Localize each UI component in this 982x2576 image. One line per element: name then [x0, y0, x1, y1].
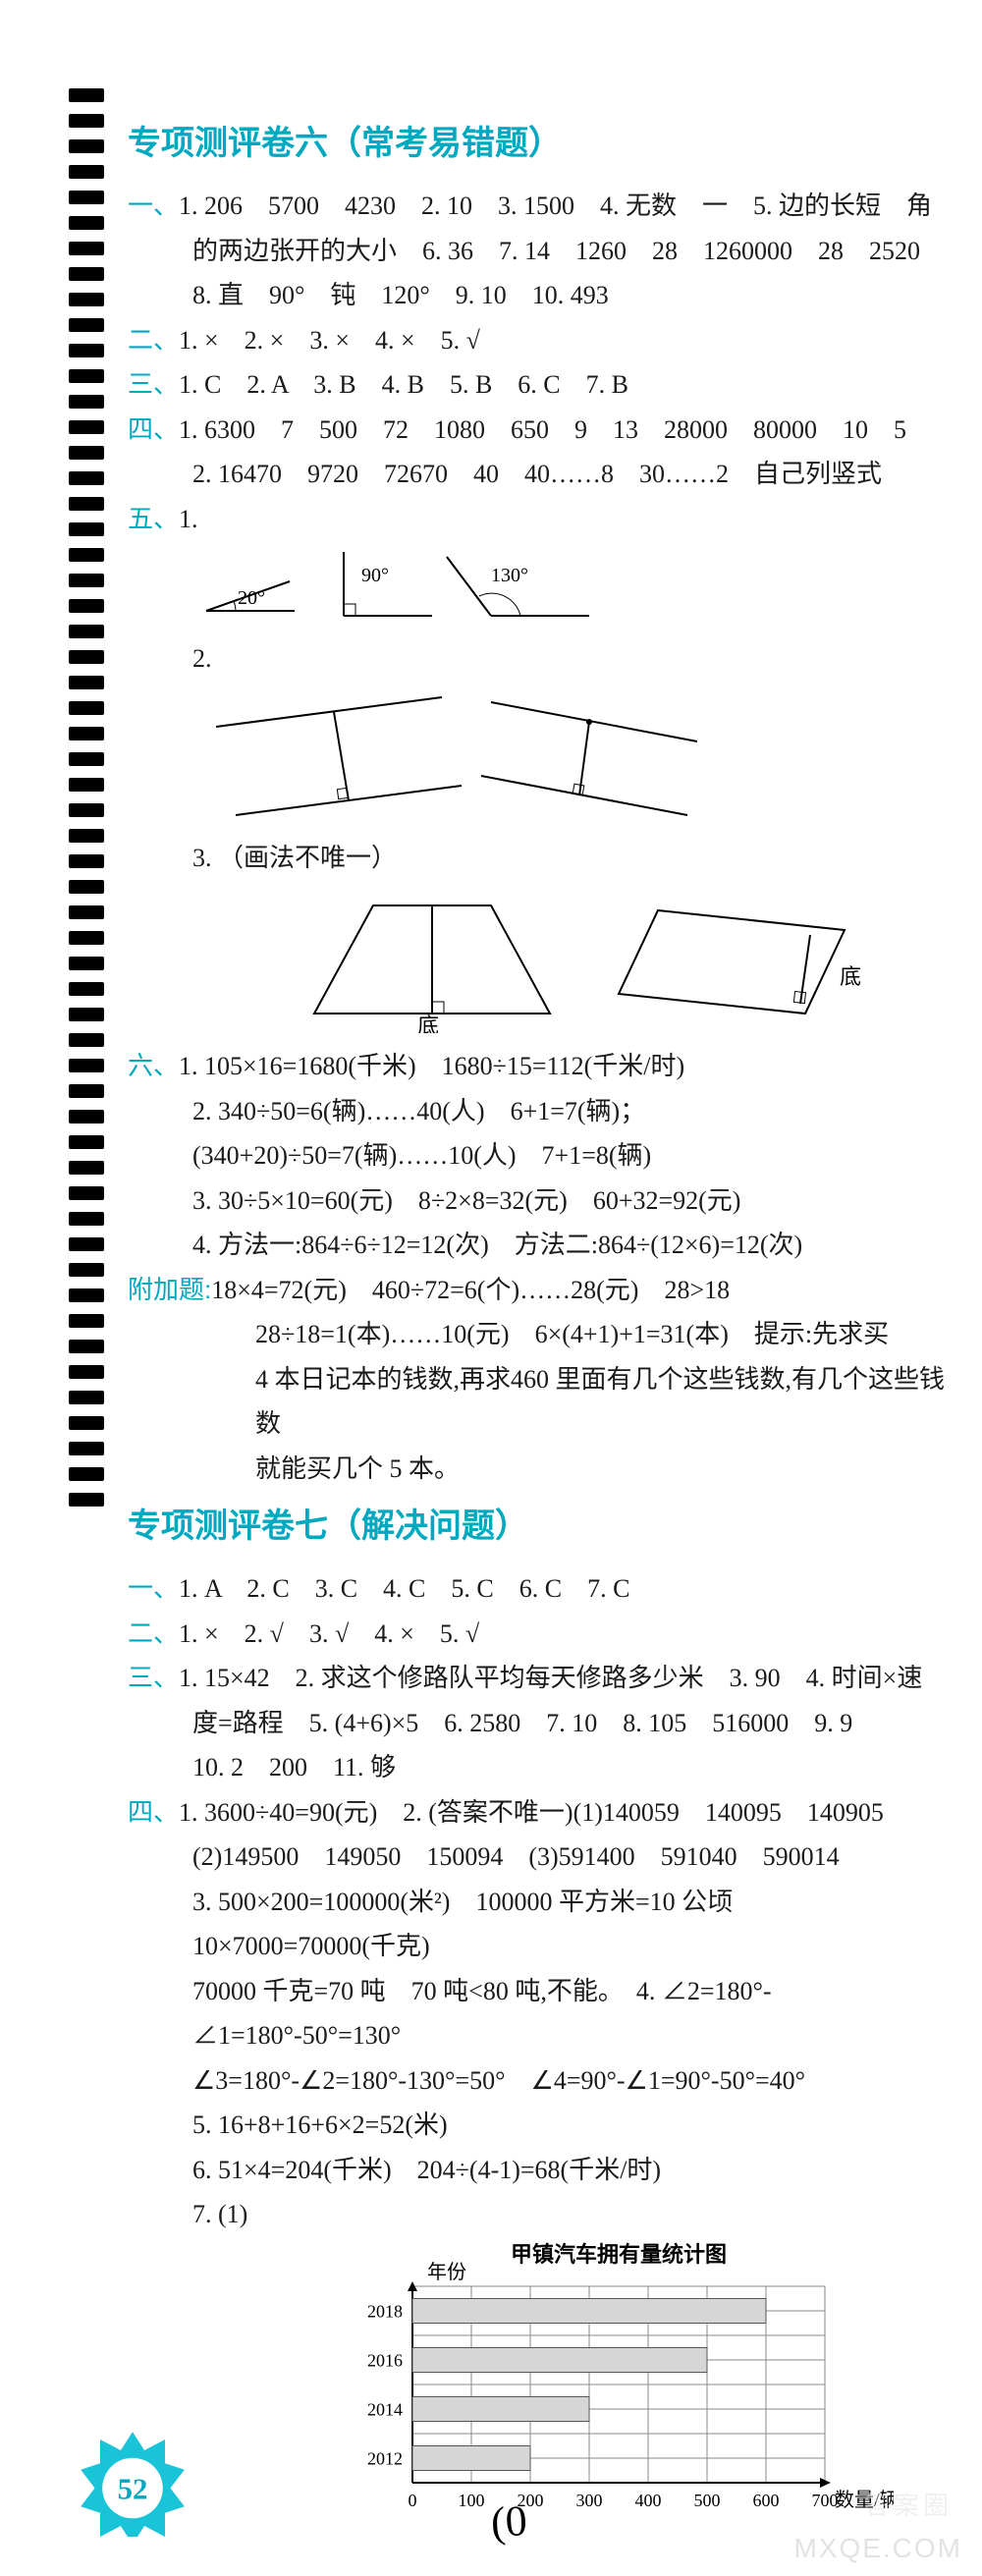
section7-title: 专项测评卷七（解决问题） — [128, 1499, 953, 1547]
text: 18×4=72(元) 460÷72=6(个)……28(元) 28>18 — [211, 1276, 730, 1304]
angles-figure: 20° 90° 130° — [196, 547, 953, 630]
text: 1. 206 5700 4230 2. 10 3. 1500 4. 无数 一 5… — [179, 192, 932, 220]
bar-chart: 甲镇汽车拥有量统计图年份0100200300400500600700201820… — [324, 2237, 953, 2537]
text: 1. × 2. √ 3. √ 4. × 5. √ — [179, 1619, 479, 1648]
s6-extra-l1: 附加题:18×4=72(元) 460÷72=6(个)……28(元) 28>18 — [128, 1268, 953, 1313]
watermark-cn: 答案圈 — [864, 2486, 953, 2522]
angle-20: 20° — [238, 587, 265, 609]
page: 专项测评卷六（常考易错题） 一、1. 206 5700 4230 2. 10 3… — [0, 0, 982, 2576]
s7-q3-l3: 10. 2 200 11. 够 — [128, 1745, 953, 1790]
s6-q6-l4: 3. 30÷5×10=60(元) 8÷2×8=32(元) 60+32=92(元) — [128, 1178, 953, 1224]
label-san: 三、 — [128, 369, 179, 399]
svg-text:500: 500 — [694, 2491, 721, 2510]
section6-title: 专项测评卷六（常考易错题） — [128, 116, 953, 164]
s7-q4-l1: 四、1. 3600÷40=90(元) 2. (答案不唯一)(1)140059 1… — [128, 1790, 953, 1836]
watermark-url: MXQE.COM — [793, 2533, 962, 2564]
label-yi: 一、 — [128, 191, 179, 220]
svg-text:100: 100 — [459, 2491, 485, 2510]
s7-q4-l8: 7. (1) — [128, 2192, 953, 2237]
s7-q3-l1: 三、1. 15×42 2. 求这个修路队平均每天修路多少米 3. 90 4. 时… — [128, 1656, 953, 1701]
svg-text:甲镇汽车拥有量统计图: 甲镇汽车拥有量统计图 — [511, 2242, 727, 2267]
label-liu: 六、 — [128, 1051, 179, 1080]
text: 1. 15×42 2. 求这个修路队平均每天修路多少米 3. 90 4. 时间×… — [179, 1664, 922, 1692]
svg-text:年份: 年份 — [427, 2261, 466, 2283]
s6-extra-l4: 就能买几个 5 本。 — [128, 1447, 953, 1492]
s6-extra-l3: 4 本日记本的钱数,再求460 里面有几个这些钱数,有几个这些钱数 — [128, 1357, 953, 1447]
s7-q2: 二、1. × 2. √ 3. √ 4. × 5. √ — [128, 1612, 953, 1657]
label-si7: 四、 — [128, 1797, 179, 1827]
svg-text:300: 300 — [576, 2491, 603, 2510]
label-si: 四、 — [128, 414, 179, 444]
svg-text:2016: 2016 — [367, 2350, 403, 2370]
s7-q4-l3: 3. 500×200=100000(米²) 100000 平方米=10 公顷 1… — [128, 1880, 953, 1969]
base-label-2: 底 — [840, 964, 861, 989]
s7-q4-l7: 6. 51×4=204(千米) 204÷(4-1)=68(千米/时) — [128, 2148, 953, 2193]
angle-130: 130° — [491, 565, 528, 586]
text: 1. × 2. × 3. × 4. × 5. √ — [179, 326, 480, 355]
s6-q2: 二、1. × 2. × 3. × 4. × 5. √ — [128, 318, 953, 363]
badge-number: 52 — [118, 2472, 148, 2505]
svg-text:0: 0 — [409, 2491, 417, 2510]
text: 1. 6300 7 500 72 1080 650 9 13 28000 800… — [179, 415, 906, 444]
s6-q6-l5: 4. 方法一:864÷6÷12=12(次) 方法二:864÷(12×6)=12(… — [128, 1223, 953, 1268]
s6-q6-l3: (340+20)÷50=7(辆)……10(人) 7+1=8(辆) — [128, 1133, 953, 1178]
s6-q5-item3: 3. （画法不唯一） — [128, 836, 953, 881]
base-label-1: 底 — [417, 1014, 439, 1033]
s6-q6-l2: 2. 340÷50=6(辆)……40(人) 6+1=7(辆)； — [128, 1089, 953, 1134]
s6-extra-l2: 28÷18=1(本)……10(元) 6×(4+1)+1=31(本) 提示:先求买 — [128, 1312, 953, 1357]
text: 1. 3600÷40=90(元) 2. (答案不唯一)(1)140059 140… — [179, 1798, 884, 1827]
s6-q6-l1: 六、1. 105×16=1680(千米) 1680÷15=112(千米/时) — [128, 1044, 953, 1089]
parallel-figure — [196, 687, 953, 830]
s7-q4-l4: 70000 千克=70 吨 70 吨<80 吨,不能。 4. ∠2=180°-∠… — [128, 1969, 953, 2058]
label-extra: 附加题: — [128, 1275, 211, 1304]
text: 1. A 2. C 3. C 4. C 5. C 6. C 7. C — [179, 1574, 629, 1603]
s7-q4-l2: (2)149500 149050 150094 (3)591400 591040… — [128, 1835, 953, 1880]
s6-q1-l1: 一、1. 206 5700 4230 2. 10 3. 1500 4. 无数 一… — [128, 184, 953, 229]
s6-q1-l2: 的两边张开的大小 6. 36 7. 14 1260 28 1260000 28 … — [128, 229, 953, 274]
svg-text:2014: 2014 — [367, 2399, 403, 2419]
label-er: 二、 — [128, 325, 179, 355]
angle-90: 90° — [361, 565, 389, 586]
svg-text:2018: 2018 — [367, 2301, 403, 2321]
svg-text:600: 600 — [753, 2491, 780, 2510]
s7-q4-l5: ∠3=180°-∠2=180°-130°=50° ∠4=90°-∠1=90°-5… — [128, 2058, 953, 2104]
handwritten-mark: (0 — [490, 2495, 528, 2548]
s6-q5-item1: 五、1. — [128, 497, 953, 542]
s7-q1: 一、1. A 2. C 3. C 4. C 5. C 6. C 7. C — [128, 1566, 953, 1612]
s7-q3-l2: 度=路程 5. (4+6)×5 6. 2580 7. 10 8. 105 516… — [128, 1701, 953, 1746]
label-wu: 五、 — [128, 504, 179, 533]
text: 1. — [179, 505, 198, 533]
s6-q5-item2: 2. — [128, 636, 953, 682]
text: 1. 105×16=1680(千米) 1680÷15=112(千米/时) — [179, 1052, 684, 1080]
s6-q3: 三、1. C 2. A 3. B 4. B 5. B 6. C 7. B — [128, 362, 953, 408]
svg-text:2012: 2012 — [367, 2448, 403, 2468]
s6-q4-l1: 四、1. 6300 7 500 72 1080 650 9 13 28000 8… — [128, 408, 953, 453]
s6-q1-l3: 8. 直 90° 钝 120° 9. 10 10. 493 — [128, 273, 953, 318]
text: 1. C 2. A 3. B 4. B 5. B 6. C 7. B — [179, 370, 628, 399]
spiral-binding — [69, 88, 104, 1507]
label-er7: 二、 — [128, 1618, 179, 1648]
svg-text:400: 400 — [635, 2491, 662, 2510]
label-san7: 三、 — [128, 1663, 179, 1692]
label-yi7: 一、 — [128, 1573, 179, 1603]
shapes-figure: 底 底 — [196, 886, 953, 1038]
page-badge: 52 — [79, 2429, 187, 2537]
s6-q4-l2: 2. 16470 9720 72670 40 40……8 30……2 自己列竖式 — [128, 452, 953, 497]
